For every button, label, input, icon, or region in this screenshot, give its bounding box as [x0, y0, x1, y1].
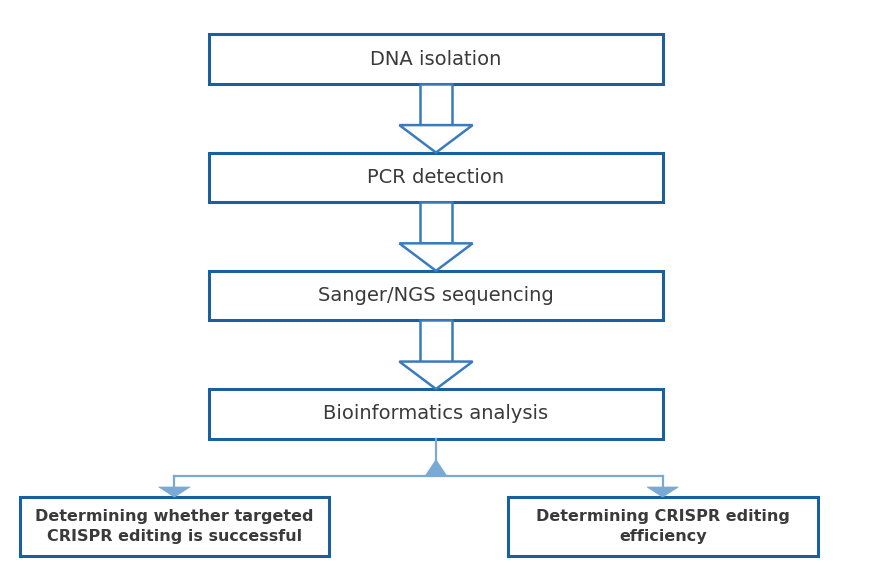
Text: Determining CRISPR editing
efficiency: Determining CRISPR editing efficiency [535, 509, 790, 544]
FancyBboxPatch shape [209, 153, 663, 202]
FancyBboxPatch shape [209, 34, 663, 84]
Polygon shape [399, 243, 473, 271]
FancyBboxPatch shape [508, 497, 818, 556]
Text: Bioinformatics analysis: Bioinformatics analysis [324, 404, 548, 423]
Polygon shape [399, 125, 473, 153]
Polygon shape [647, 487, 678, 497]
Polygon shape [420, 320, 452, 361]
FancyBboxPatch shape [20, 497, 330, 556]
Polygon shape [159, 487, 190, 497]
Polygon shape [420, 84, 452, 125]
Polygon shape [399, 361, 473, 389]
Text: DNA isolation: DNA isolation [371, 50, 501, 69]
Text: Sanger/NGS sequencing: Sanger/NGS sequencing [318, 286, 554, 305]
FancyBboxPatch shape [209, 389, 663, 439]
Polygon shape [426, 460, 446, 476]
FancyBboxPatch shape [209, 271, 663, 320]
Text: PCR detection: PCR detection [367, 168, 505, 187]
Text: Determining whether targeted
CRISPR editing is successful: Determining whether targeted CRISPR edit… [35, 509, 314, 544]
Polygon shape [420, 202, 452, 243]
